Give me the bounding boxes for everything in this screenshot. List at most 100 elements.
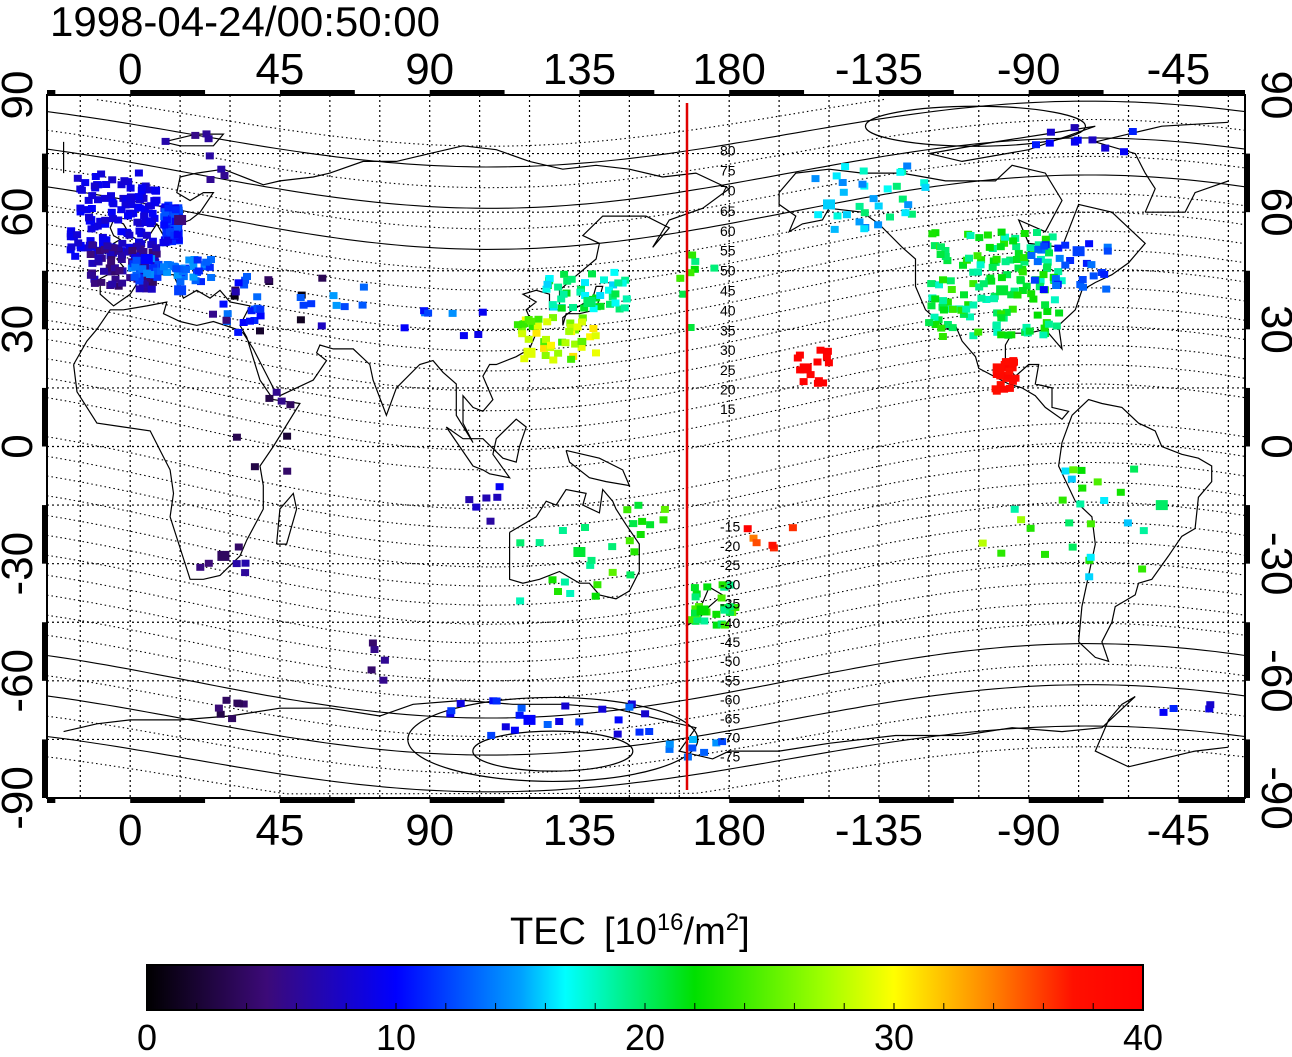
tec-cell bbox=[131, 263, 140, 271]
tec-cell bbox=[927, 302, 936, 310]
tec-cell bbox=[838, 179, 847, 186]
coast-greenland bbox=[63, 121, 1229, 213]
tec-cell bbox=[142, 275, 151, 283]
tec-cell bbox=[839, 188, 848, 196]
tec-cell bbox=[207, 256, 215, 263]
tec-cell bbox=[358, 301, 367, 309]
tec-cell bbox=[87, 225, 96, 233]
latitude-tick-label: -30 bbox=[0, 532, 42, 596]
tec-cell bbox=[941, 247, 950, 254]
tec-cell bbox=[95, 247, 104, 255]
magnetic-contour bbox=[47, 174, 1245, 250]
tec-cell bbox=[99, 240, 107, 248]
frame-bar bbox=[130, 798, 206, 803]
tec-cell bbox=[768, 541, 777, 549]
tec-cell bbox=[1010, 287, 1019, 295]
tec-cell bbox=[566, 323, 575, 331]
tec-cell bbox=[240, 281, 249, 289]
tec-cell bbox=[478, 308, 487, 316]
tec-cell bbox=[977, 256, 986, 264]
magnetic-contour bbox=[47, 582, 1245, 663]
tec-cell bbox=[557, 304, 566, 312]
tec-cell bbox=[108, 176, 117, 184]
colorbar-title: TEC [1016/m2] bbox=[510, 909, 750, 953]
coastlines bbox=[63, 121, 1229, 768]
tec-cell bbox=[904, 201, 913, 209]
tec-cell bbox=[1077, 466, 1086, 474]
tec-cell bbox=[978, 539, 987, 547]
tec-cell bbox=[1078, 276, 1087, 283]
tec-cell bbox=[152, 244, 161, 252]
tec-cell bbox=[170, 210, 179, 218]
tec-cell bbox=[1014, 264, 1023, 272]
tec-cell bbox=[557, 295, 566, 303]
tec-cell bbox=[626, 571, 635, 579]
longitude-tick-label: 180 bbox=[692, 45, 765, 94]
tec-cell bbox=[1036, 277, 1045, 285]
tec-cell bbox=[830, 225, 839, 233]
tec-cell bbox=[90, 279, 99, 287]
frame-bar bbox=[1245, 622, 1250, 681]
contour-label: -30 bbox=[720, 576, 740, 592]
frame-bar bbox=[1028, 798, 1104, 803]
tec-cell bbox=[578, 318, 586, 326]
tec-cell bbox=[1027, 252, 1036, 259]
tec-cell bbox=[90, 182, 99, 190]
coast-svalbard-ice bbox=[163, 133, 225, 147]
tec-cell bbox=[1043, 263, 1052, 271]
tec-cell bbox=[1100, 270, 1109, 278]
tec-cell bbox=[232, 560, 241, 568]
tec-cell bbox=[166, 261, 174, 269]
tec-cell bbox=[219, 300, 228, 308]
tec-cell bbox=[613, 730, 622, 738]
tec-cell bbox=[283, 432, 292, 440]
geomagnetic-contours bbox=[47, 98, 1245, 795]
tec-cell bbox=[111, 275, 120, 283]
tec-cell bbox=[975, 234, 984, 242]
tec-cell bbox=[160, 221, 169, 229]
tec-cell bbox=[482, 494, 491, 502]
tec-cell bbox=[126, 184, 135, 192]
tec-cell bbox=[559, 290, 568, 298]
tec-cell bbox=[243, 273, 251, 280]
tec-cell bbox=[563, 277, 572, 285]
tec-cell bbox=[114, 216, 123, 224]
tec-cell bbox=[997, 310, 1006, 318]
tec-cell bbox=[1004, 371, 1012, 379]
tec-cell bbox=[73, 231, 82, 239]
tec-cell bbox=[609, 281, 618, 289]
tec-cell bbox=[222, 316, 231, 324]
tec-cell bbox=[1026, 524, 1035, 532]
tec-cell bbox=[173, 223, 182, 231]
tec-cell bbox=[88, 241, 97, 249]
tec-cell bbox=[1089, 272, 1098, 280]
tec-region-cell bbox=[583, 297, 596, 307]
tec-cell bbox=[566, 590, 575, 597]
tec-cell bbox=[925, 319, 934, 327]
tec-cell bbox=[813, 358, 822, 366]
tec-cell bbox=[543, 318, 552, 326]
tec-cell bbox=[814, 211, 823, 219]
tec-cell bbox=[233, 699, 242, 707]
tec-cell bbox=[689, 736, 697, 743]
tec-cell bbox=[1058, 496, 1067, 504]
tec-cell bbox=[1022, 282, 1031, 290]
frame-bar bbox=[1028, 90, 1104, 95]
tec-cell bbox=[676, 274, 685, 282]
longitude-tick-label: 0 bbox=[118, 45, 142, 94]
contour-label: 40 bbox=[720, 302, 736, 318]
tec-cell bbox=[718, 738, 727, 746]
tec-cell bbox=[239, 700, 248, 708]
tec-cell bbox=[659, 516, 668, 524]
tec-cell bbox=[501, 723, 510, 731]
tec-cell bbox=[1034, 241, 1043, 249]
tec-cell bbox=[799, 378, 808, 386]
tec-cell bbox=[132, 256, 141, 264]
tec-cell bbox=[959, 310, 968, 318]
latitude-axis-right: 90 60 30 0 -30 -60 -90 bbox=[1252, 71, 1292, 830]
tec-cell bbox=[615, 305, 624, 313]
tec-cell bbox=[1030, 276, 1039, 284]
coast-australia bbox=[509, 488, 640, 600]
tec-cell bbox=[191, 277, 200, 285]
tec-cell bbox=[855, 202, 864, 210]
